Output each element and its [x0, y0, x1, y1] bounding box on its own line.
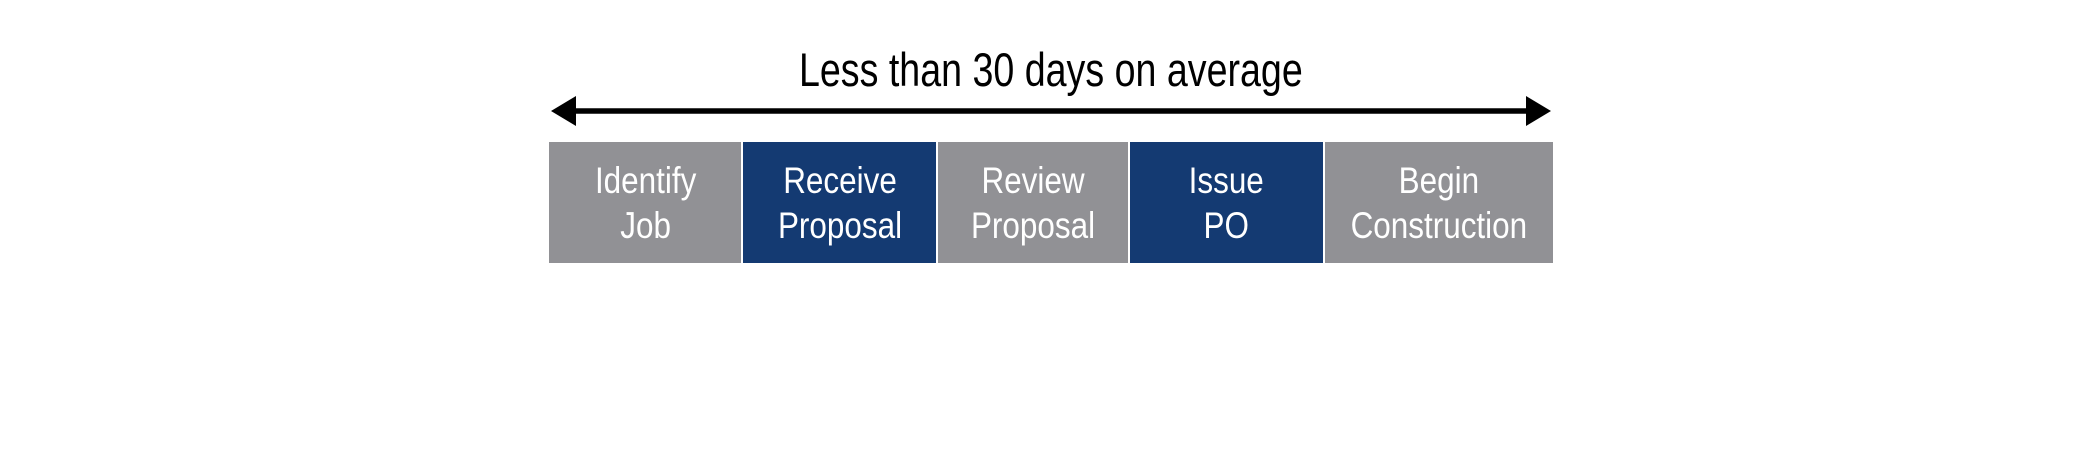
step-receive-proposal: Receive Proposal	[743, 142, 936, 263]
step-review-proposal-label: Review Proposal	[971, 159, 1096, 246]
double-headed-arrow-icon	[551, 96, 1551, 126]
process-timeline-diagram: Less than 30 days on average Identify Jo…	[549, 0, 1553, 300]
diagram-title-text: Less than 30 days on average	[799, 43, 1303, 96]
step-receive-proposal-label: Receive Proposal	[777, 159, 902, 246]
step-review-proposal: Review Proposal	[937, 142, 1129, 263]
process-steps-row: Identify Job Receive Proposal Review Pro…	[549, 142, 1553, 263]
step-identify-job: Identify Job	[549, 142, 742, 263]
step-identify-job-label: Identify Job	[594, 159, 696, 246]
diagram-title: Less than 30 days on average	[549, 46, 1553, 93]
step-issue-po-label: Issue PO	[1189, 159, 1265, 246]
step-begin-construction: Begin Construction	[1324, 142, 1553, 263]
step-begin-construction-label: Begin Construction	[1350, 159, 1528, 246]
step-issue-po: Issue PO	[1130, 142, 1323, 263]
